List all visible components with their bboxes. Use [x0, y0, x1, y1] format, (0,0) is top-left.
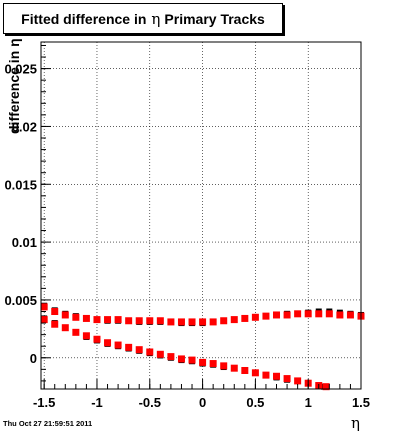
axis-ticks [41, 44, 362, 389]
red-data-point [40, 316, 48, 324]
red-data-point [262, 312, 270, 320]
red-data-point [220, 317, 228, 325]
red-data-point [325, 310, 333, 318]
y-tick-label: 0 [30, 351, 37, 366]
red-data-point [230, 364, 238, 372]
x-axis-label: η [351, 414, 360, 432]
red-data-point [209, 360, 217, 368]
chart-title-symbol: η [151, 9, 161, 28]
red-data-point [315, 310, 323, 318]
red-data-point [230, 316, 238, 324]
axis-tick-labels: -1.5 -1 -0.5 0 0.5 1 1.5 0 0.005 0.01 0.015 0.02 0.0… [4, 62, 370, 410]
red-data-point [125, 343, 133, 351]
red-data-point [61, 311, 69, 319]
y-tick-label: 0.025 [4, 62, 37, 77]
red-data-point [304, 310, 312, 318]
red-data-point [241, 366, 249, 374]
red-data-point [135, 317, 143, 325]
red-data-point [273, 311, 281, 319]
chart-title: Fitted difference in η Primary Tracks [3, 3, 283, 34]
x-tick-label: 0 [199, 395, 206, 410]
red-data-point [199, 358, 207, 366]
red-data-point [294, 377, 302, 385]
chart-series [40, 302, 365, 391]
red-data-point [93, 335, 101, 343]
red-data-point [294, 310, 302, 318]
red-data-point [177, 318, 185, 326]
red-data-point [167, 318, 175, 326]
chart-title-prefix: Fitted difference in [21, 10, 147, 27]
red-data-point [220, 362, 228, 370]
red-data-point [82, 332, 90, 340]
red-series [40, 303, 365, 391]
x-tick-label: -0.5 [139, 395, 161, 410]
chart-title-suffix: Primary Tracks [164, 10, 265, 27]
red-data-point [104, 316, 112, 324]
red-data-point [156, 317, 164, 325]
x-tick-label: 1.5 [352, 395, 370, 410]
x-tick-label: -1 [91, 395, 103, 410]
red-data-point [209, 318, 217, 326]
red-data-point [51, 320, 59, 328]
y-tick-label: 0.005 [4, 293, 37, 308]
red-data-point [72, 328, 80, 336]
red-data-point [283, 375, 291, 383]
red-data-point [72, 313, 80, 321]
red-data-point [104, 339, 112, 347]
red-data-point [146, 348, 154, 356]
red-data-point [93, 316, 101, 324]
red-data-point [346, 311, 354, 319]
red-data-point [188, 356, 196, 364]
y-tick-label: 0.02 [12, 119, 37, 134]
x-tick-label: -1.5 [33, 395, 55, 410]
red-data-point [251, 369, 259, 377]
plot-frame [40, 41, 362, 390]
red-data-point [135, 346, 143, 354]
red-data-point [336, 311, 344, 319]
red-data-point [82, 314, 90, 322]
red-data-point [283, 311, 291, 319]
red-data-point [114, 341, 122, 349]
red-data-point [167, 353, 175, 361]
red-data-point [40, 303, 48, 311]
red-data-point [322, 383, 330, 391]
red-data-point [61, 324, 69, 332]
y-tick-label: 0.015 [4, 177, 37, 192]
red-data-point [188, 318, 196, 326]
red-data-point [251, 313, 259, 321]
red-data-point [156, 350, 164, 358]
red-data-point [177, 355, 185, 363]
red-data-point [262, 371, 270, 379]
y-tick-label: 0.01 [12, 235, 37, 250]
y-axis-label: difference in η [6, 38, 22, 134]
red-data-point [125, 317, 133, 325]
red-data-point [51, 308, 59, 316]
red-data-point [114, 316, 122, 324]
red-data-point [199, 318, 207, 326]
red-data-point [146, 317, 154, 325]
x-tick-label: 0.5 [246, 395, 264, 410]
footer-timestamp: Thu Oct 27 21:59:51 2011 [3, 419, 93, 428]
red-data-point [241, 314, 249, 322]
red-data-point [273, 372, 281, 380]
x-tick-label: 1 [305, 395, 312, 410]
